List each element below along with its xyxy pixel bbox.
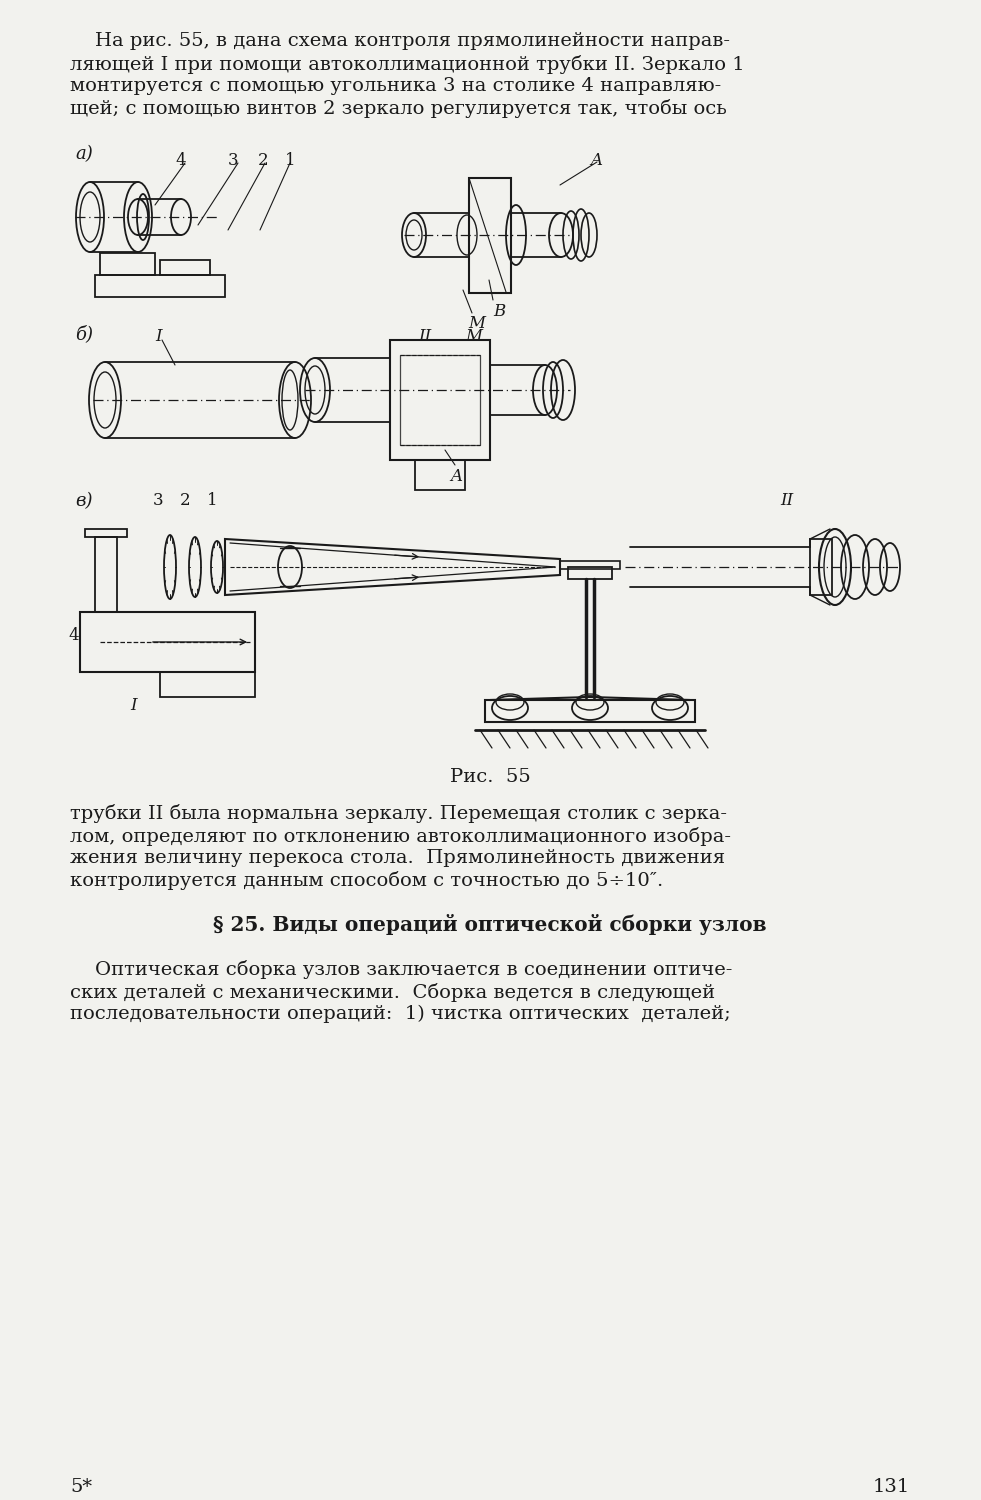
Text: монтируется с помощью угольника 3 на столике 4 направляю-: монтируется с помощью угольника 3 на сто… xyxy=(70,76,721,94)
Text: A: A xyxy=(450,468,462,484)
Text: 4: 4 xyxy=(175,152,185,170)
Text: 1: 1 xyxy=(285,152,295,170)
Text: II: II xyxy=(418,328,432,345)
Text: Рис.  55: Рис. 55 xyxy=(449,768,531,786)
Text: 2: 2 xyxy=(180,492,190,508)
Text: а): а) xyxy=(75,146,93,164)
Bar xyxy=(469,178,511,292)
Text: 3: 3 xyxy=(153,492,164,508)
Text: 2: 2 xyxy=(258,152,269,170)
Bar xyxy=(810,538,832,596)
Text: M: M xyxy=(468,315,485,332)
Text: 4: 4 xyxy=(68,627,78,644)
Text: II: II xyxy=(780,492,794,508)
Text: Оптическая сборка узлов заключается в соединении оптиче-: Оптическая сборка узлов заключается в со… xyxy=(70,960,733,980)
Text: 1: 1 xyxy=(207,492,218,508)
Bar xyxy=(568,567,612,579)
Text: щей; с помощью винтов 2 зеркало регулируется так, чтобы ось: щей; с помощью винтов 2 зеркало регулиру… xyxy=(70,99,727,118)
Bar xyxy=(95,274,225,297)
Bar xyxy=(160,260,210,274)
Text: 5*: 5* xyxy=(70,1478,92,1496)
Text: 3: 3 xyxy=(228,152,238,170)
Bar xyxy=(400,356,480,446)
Bar xyxy=(415,460,465,490)
Text: M: M xyxy=(465,328,482,345)
Text: На рис. 55, в дана схема контроля прямолинейности направ-: На рис. 55, в дана схема контроля прямол… xyxy=(70,32,730,50)
Bar xyxy=(560,561,620,568)
Text: ских деталей с механическими.  Сборка ведется в следующей: ских деталей с механическими. Сборка вед… xyxy=(70,982,715,1002)
Text: трубки II была нормальна зеркалу. Перемещая столик с зерка-: трубки II была нормальна зеркалу. Переме… xyxy=(70,804,727,824)
Text: лом, определяют по отклонению автоколлимационного изобра-: лом, определяют по отклонению автоколлим… xyxy=(70,827,731,846)
Text: в): в) xyxy=(75,492,92,510)
Bar xyxy=(390,340,490,460)
Text: б): б) xyxy=(75,326,93,344)
Bar xyxy=(85,530,127,537)
Text: жения величину перекоса стола.  Прямолинейность движения: жения величину перекоса стола. Прямолине… xyxy=(70,849,725,867)
Text: I: I xyxy=(130,698,136,714)
Text: I: I xyxy=(155,328,162,345)
Text: контролируется данным способом с точностью до 5÷10″.: контролируется данным способом с точност… xyxy=(70,871,663,891)
Bar xyxy=(80,612,255,672)
Bar xyxy=(100,254,155,274)
Text: последовательности операций:  1) чистка оптических  деталей;: последовательности операций: 1) чистка о… xyxy=(70,1005,731,1023)
Bar xyxy=(485,700,695,721)
Text: 131: 131 xyxy=(873,1478,910,1496)
Text: § 25. Виды операций оптической сборки узлов: § 25. Виды операций оптической сборки уз… xyxy=(213,914,767,934)
Text: ляющей I при помощи автоколлимационной трубки II. Зеркало 1: ляющей I при помощи автоколлимационной т… xyxy=(70,54,745,74)
Bar xyxy=(95,537,117,612)
Bar xyxy=(160,672,255,698)
Text: B: B xyxy=(493,303,505,320)
Text: A: A xyxy=(590,152,602,170)
